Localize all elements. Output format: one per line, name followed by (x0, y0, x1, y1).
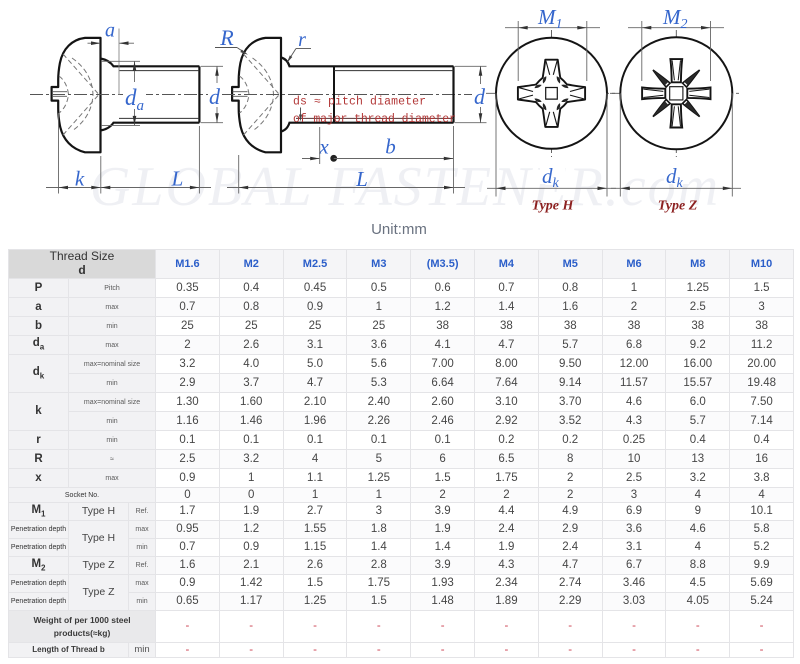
svg-text:GLOBAL FASTENER.com: GLOBAL FASTENER.com (90, 156, 720, 218)
svg-text:L: L (355, 167, 368, 191)
svg-text:b: b (385, 135, 396, 159)
svg-text:k: k (75, 167, 85, 191)
svg-text:R: R (219, 25, 234, 50)
svg-text:of major thread diameter: of major thread diameter (293, 113, 456, 126)
svg-text:d: d (209, 84, 221, 109)
svg-text:x: x (318, 135, 329, 159)
svg-text:ds ≈ pitch diameter: ds ≈ pitch diameter (293, 96, 426, 109)
svg-text:d: d (474, 84, 486, 109)
svg-text:Type Z: Type Z (658, 199, 698, 214)
svg-text:a: a (105, 20, 115, 42)
svg-text:r: r (298, 29, 306, 51)
svg-text:L: L (171, 167, 184, 191)
svg-text:Type H: Type H (532, 199, 575, 214)
